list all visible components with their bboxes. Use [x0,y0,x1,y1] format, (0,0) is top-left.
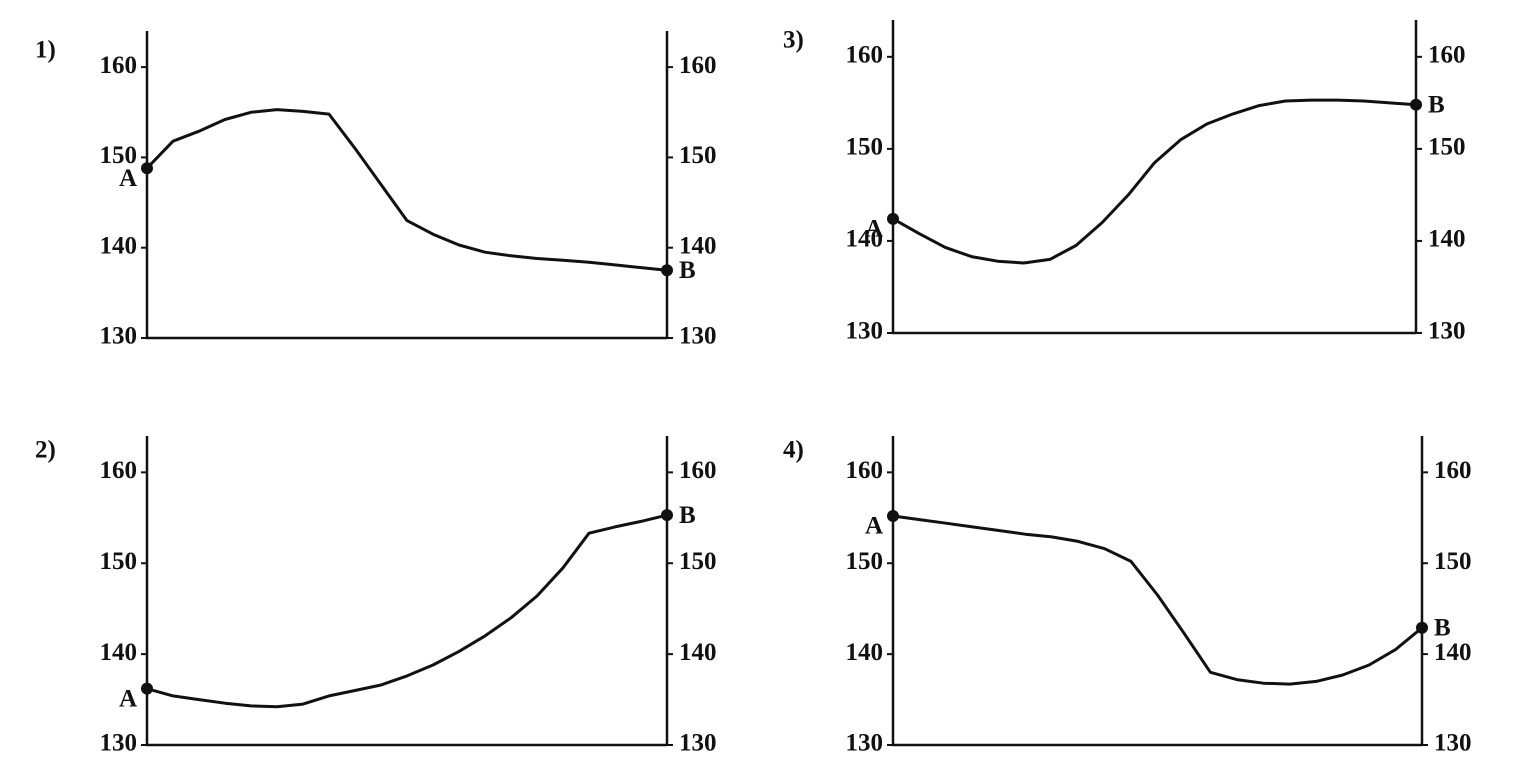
start-label: A [119,165,137,192]
profile-line [146,513,668,709]
y-tick-label: 130 [100,323,138,350]
y-tick-label: 140 [100,232,138,259]
start-point [887,212,899,225]
y2-tick-label: 140 [1434,639,1472,666]
y2-tick-label: 130 [1428,318,1466,345]
end-point [661,264,673,277]
start-label: A [119,685,137,712]
y-tick-label: 150 [100,548,138,575]
y-tick-label: 160 [100,457,138,484]
y-tick-label: 140 [100,639,138,666]
y2-tick-label: 160 [1434,457,1472,484]
start-label: A [865,513,883,540]
start-point [141,682,153,695]
axes [891,436,1424,747]
y2-tick-label: 150 [1434,548,1472,575]
start-label: A [865,216,883,243]
y-tick-label: 140 [846,226,884,253]
axes [145,436,669,747]
end-point [661,509,673,522]
start-point [887,509,899,522]
y2-tick-label: 160 [679,52,717,79]
y2-tick-label: 160 [1428,42,1466,69]
y-tick-label: 130 [846,318,884,345]
y2-tick-label: 140 [679,232,717,259]
y-tick-label: 160 [846,42,884,69]
y2-tick-label: 140 [1428,226,1466,253]
profile-line [892,98,1417,265]
axes [145,31,669,340]
y2-tick-label: 130 [679,323,717,350]
end-label: B [679,257,696,284]
end-label: B [1434,614,1451,641]
y-tick-label: 130 [846,730,884,757]
end-point [1410,98,1422,111]
end-label: B [1428,91,1445,118]
panel-label: 3) [783,27,804,54]
profile-line [145,108,668,272]
y-tick-label: 160 [846,457,884,484]
end-point [1416,621,1428,634]
y2-tick-label: 140 [679,639,717,666]
y2-tick-label: 160 [679,457,717,484]
y-tick-label: 140 [846,639,884,666]
y2-tick-label: 150 [679,548,717,575]
panel-label: 2) [35,437,56,464]
y2-tick-label: 130 [679,730,717,757]
panel-label: 1) [35,37,56,64]
y2-tick-label: 150 [679,142,717,169]
y-tick-label: 150 [846,548,884,575]
y-tick-label: 130 [100,730,138,757]
end-label: B [679,502,696,529]
y-tick-label: 150 [100,142,138,169]
axes [891,20,1418,335]
y-tick-label: 150 [846,134,884,161]
start-point [141,162,153,175]
y2-tick-label: 150 [1428,134,1466,161]
panel-label: 4) [783,437,804,464]
y-tick-label: 160 [100,52,138,79]
y2-tick-label: 130 [1434,730,1472,757]
profile-line [892,514,1423,686]
